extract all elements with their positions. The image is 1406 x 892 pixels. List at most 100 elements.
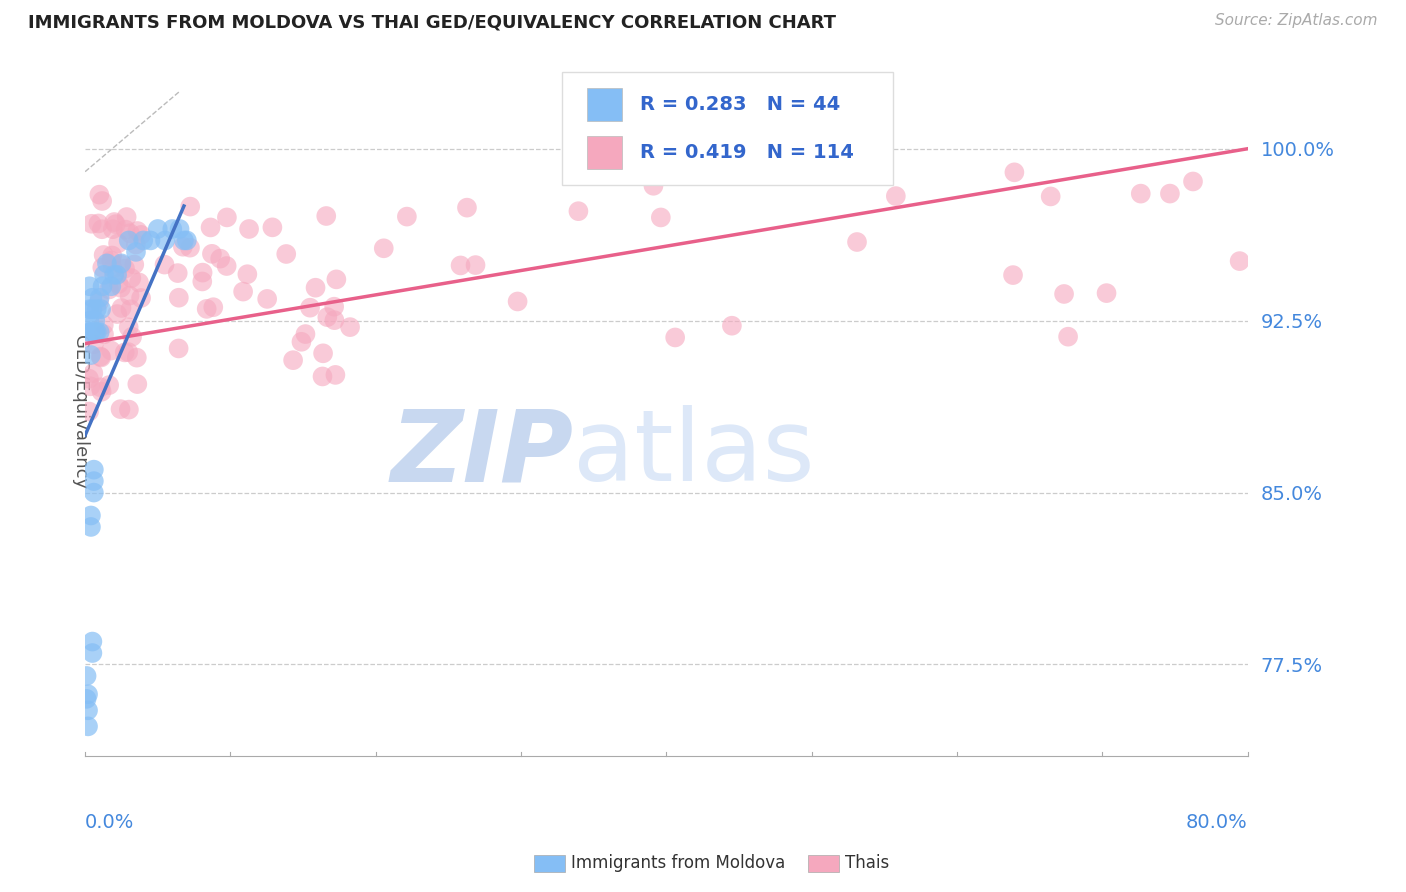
Point — [110, 281, 132, 295]
Point — [101, 248, 124, 262]
Text: Source: ZipAtlas.com: Source: ZipAtlas.com — [1215, 13, 1378, 29]
Point — [76, 691, 98, 706]
Point — [77, 719, 100, 733]
Point — [209, 252, 232, 266]
Point — [83, 463, 105, 477]
Point — [82, 291, 104, 305]
Point — [105, 268, 128, 282]
Point — [76, 669, 98, 683]
Point — [82, 646, 104, 660]
Point — [80, 508, 103, 523]
Point — [117, 345, 139, 359]
Point — [100, 253, 122, 268]
Point — [146, 222, 169, 236]
Point — [304, 281, 326, 295]
Point — [87, 217, 110, 231]
Point — [91, 279, 114, 293]
Text: 0.0%: 0.0% — [86, 814, 135, 832]
Point — [91, 222, 114, 236]
Point — [77, 404, 100, 418]
Point — [294, 327, 316, 342]
Point — [299, 301, 322, 315]
Point — [86, 302, 108, 317]
Point — [236, 267, 259, 281]
Point — [79, 302, 101, 317]
Point — [315, 209, 337, 223]
Point — [153, 234, 176, 248]
Point — [172, 240, 194, 254]
Point — [100, 279, 122, 293]
Point — [201, 247, 224, 261]
Point — [118, 234, 141, 248]
FancyBboxPatch shape — [588, 87, 623, 120]
Point — [506, 294, 529, 309]
Point — [162, 222, 184, 236]
FancyBboxPatch shape — [562, 72, 893, 186]
Point — [125, 237, 148, 252]
Point — [90, 351, 112, 365]
Point — [643, 178, 665, 193]
Point — [90, 384, 112, 399]
Point — [110, 301, 132, 315]
Text: Immigrants from Moldova: Immigrants from Moldova — [571, 855, 785, 872]
Point — [127, 377, 149, 392]
Point — [93, 248, 115, 262]
Point — [1053, 287, 1076, 301]
Point — [127, 224, 149, 238]
Point — [120, 302, 142, 317]
Point — [91, 194, 114, 208]
Point — [107, 236, 129, 251]
Point — [82, 302, 104, 317]
Point — [89, 291, 111, 305]
Text: ZIP: ZIP — [391, 405, 574, 502]
Point — [125, 244, 148, 259]
Point — [87, 294, 110, 309]
Point — [179, 241, 201, 255]
Point — [721, 318, 744, 333]
FancyBboxPatch shape — [588, 136, 623, 169]
Point — [323, 313, 346, 327]
Point — [77, 687, 100, 701]
Point — [215, 211, 238, 225]
Point — [325, 272, 347, 286]
Point — [650, 211, 672, 225]
Y-axis label: GED/Equivalency: GED/Equivalency — [72, 335, 89, 490]
Point — [79, 313, 101, 327]
Point — [101, 261, 124, 276]
Text: atlas: atlas — [574, 405, 815, 502]
Point — [1182, 174, 1205, 188]
Point — [80, 520, 103, 534]
Point — [191, 275, 214, 289]
Point — [91, 260, 114, 275]
Point — [90, 302, 112, 317]
Point — [86, 325, 108, 339]
Point — [89, 187, 111, 202]
Point — [202, 300, 225, 314]
Point — [456, 201, 478, 215]
Point — [1129, 186, 1152, 201]
Point — [115, 210, 138, 224]
Point — [132, 234, 155, 248]
Point — [77, 371, 100, 385]
Point — [110, 258, 132, 272]
Point — [316, 310, 339, 325]
Point — [93, 327, 115, 342]
Point — [232, 285, 254, 299]
Point — [215, 259, 238, 273]
Point — [339, 320, 361, 334]
Point — [311, 369, 333, 384]
Point — [884, 189, 907, 203]
Point — [104, 217, 127, 231]
Point — [83, 485, 105, 500]
Point — [166, 266, 188, 280]
Point — [125, 351, 148, 365]
Point — [89, 350, 111, 364]
Point — [167, 342, 190, 356]
Point — [450, 259, 472, 273]
Point — [89, 325, 111, 339]
Point — [105, 307, 128, 321]
Point — [103, 215, 125, 229]
Point — [114, 222, 136, 236]
Point — [1095, 286, 1118, 301]
Point — [100, 343, 122, 358]
